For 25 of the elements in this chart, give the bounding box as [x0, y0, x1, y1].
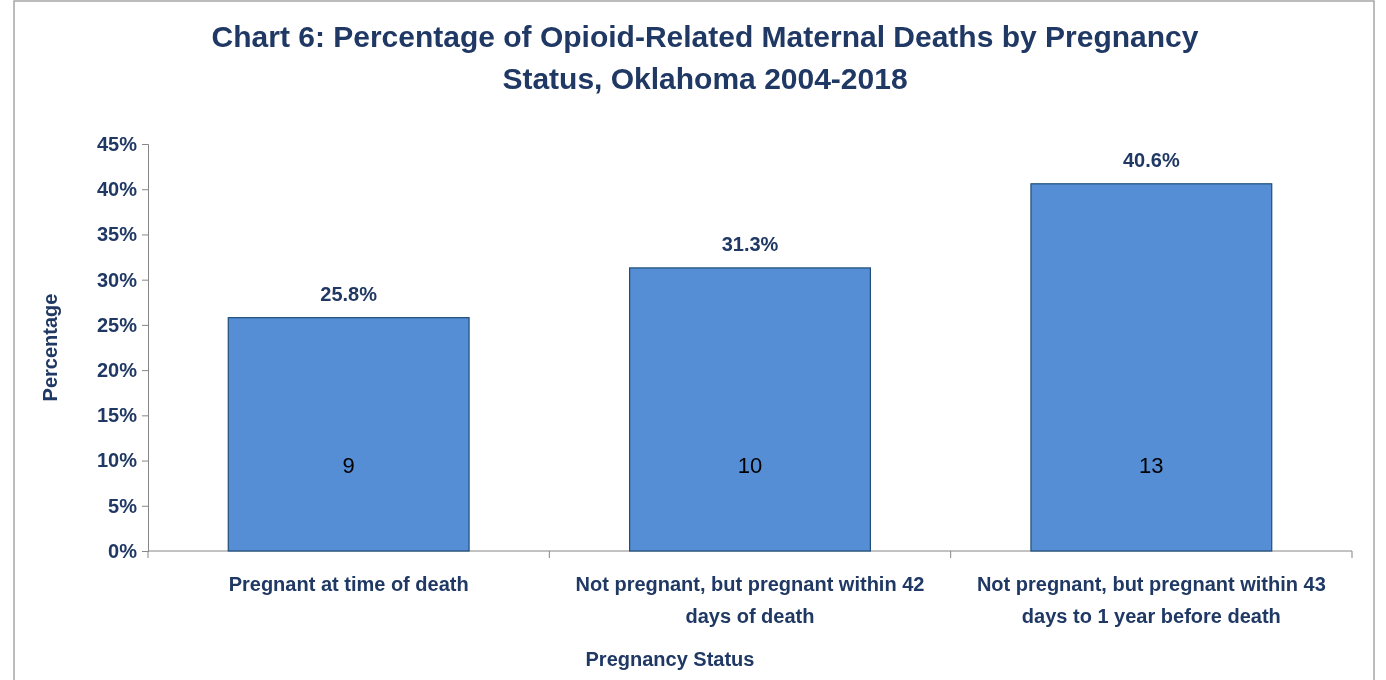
y-tick-label: 35% [96, 223, 138, 246]
x-tick-label: Not pregnant, but pregnant within 42 days of death [575, 573, 925, 627]
y-tick-label: 30% [96, 268, 138, 291]
bar [227, 317, 470, 552]
y-tick-label: 45% [96, 132, 138, 155]
y-axis-title: Percentage [39, 293, 61, 402]
annotation: 13 [1139, 453, 1164, 479]
y-tick-label: 10% [96, 449, 138, 472]
annotation: 9 [342, 453, 355, 479]
x-axis-title: Pregnancy Status [585, 648, 755, 670]
y-tick-label: 40% [96, 178, 138, 201]
y-tick-label: 20% [96, 359, 138, 382]
bar [1030, 183, 1273, 552]
x-tick-label: Not pregnant, but pregnant within 43 days to 1 year before death [976, 573, 1326, 627]
y-tick-label: 15% [96, 404, 138, 427]
bar [629, 267, 871, 552]
y-tick-label: 5% [108, 494, 138, 517]
annotation: 10 [737, 453, 763, 479]
chart-title: Chart 6: Percentage of Opioid-Related Maternal Deaths by Pregnancy Status, Oklahoma 2004-2018 [211, 20, 1199, 95]
y-tick-label: 0% [108, 539, 138, 562]
data-label: 31.3% [721, 232, 779, 255]
y-tick-label: 25% [96, 313, 138, 336]
x-tick-label: Pregnant at time of death [228, 573, 469, 595]
data-label: 25.8% [320, 282, 378, 305]
data-label: 40.6% [1122, 148, 1180, 171]
